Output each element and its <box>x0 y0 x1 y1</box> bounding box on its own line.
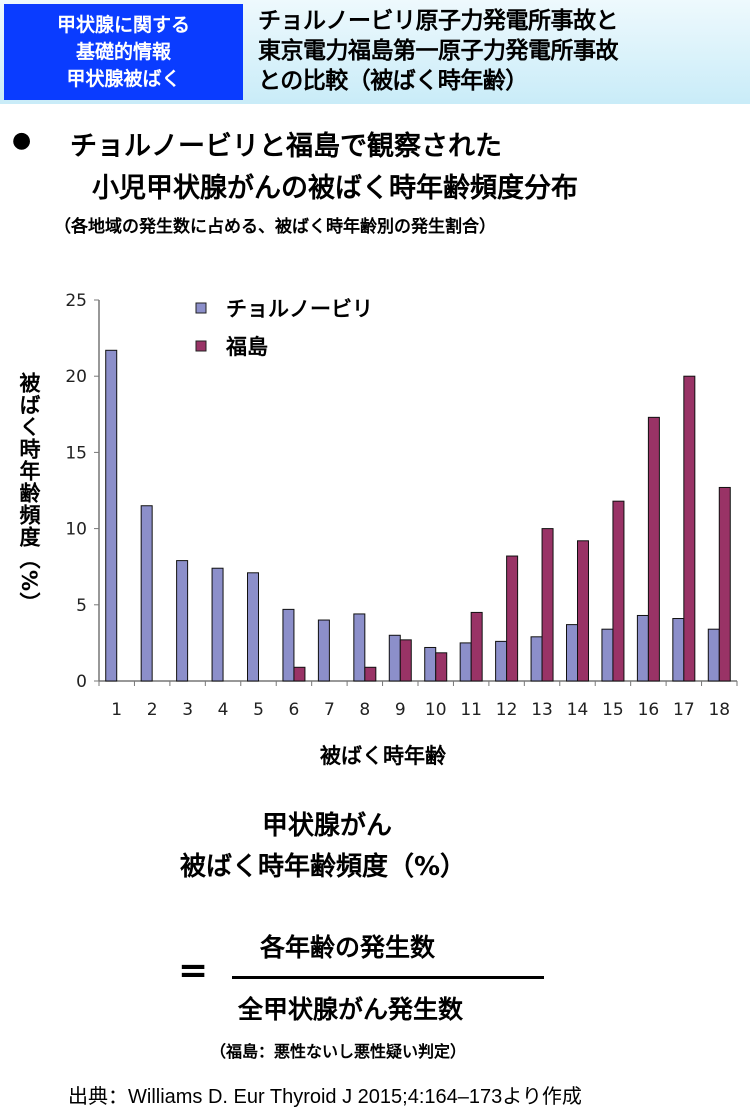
x-tick-label: 14 <box>567 700 589 720</box>
title-line: 東京電力福島第一原子力発電所事故 <box>258 38 619 64</box>
y-tick-label: 20 <box>65 367 87 387</box>
legend-swatch <box>195 340 207 352</box>
bar-chernobyl <box>388 634 401 682</box>
legend-label: 福島 <box>225 335 268 359</box>
x-tick-label: 4 <box>218 700 229 720</box>
x-tick-label: 3 <box>182 700 193 720</box>
legend-swatch <box>195 302 207 314</box>
header-banner: 甲状腺に関する 基礎的情報 甲状腺被ばく チョルノービリ原子力発電所事故と 東京… <box>0 0 750 104</box>
section-title-2: 小児甲状腺がんの被ばく時年齢頻度分布 <box>92 173 578 204</box>
bar-chernobyl <box>636 614 649 682</box>
bar-chernobyl <box>353 613 366 682</box>
bullet: ● <box>12 128 32 153</box>
y-axis-label: 被ばく時年齢頻度（%） <box>17 372 41 615</box>
y-tick-label: 0 <box>76 672 87 692</box>
bar-chernobyl <box>247 572 259 682</box>
bar-chernobyl <box>176 560 189 682</box>
bar-fukushima <box>577 540 589 682</box>
x-tick-label: 7 <box>324 700 335 720</box>
bar-fukushima <box>541 528 554 682</box>
formula-line2: 被ばく時年齢頻度（%） <box>180 852 467 882</box>
bar-chernobyl <box>424 646 437 682</box>
source-citation: 出典：Williams D. Eur Thyroid J 2015;4:164–… <box>68 1086 582 1108</box>
bar-fukushima <box>364 666 377 682</box>
x-tick-label: 11 <box>460 700 482 720</box>
bar-chernobyl <box>105 349 118 682</box>
x-tick-label: 9 <box>395 700 406 720</box>
category-line: 甲状腺に関する <box>56 13 190 36</box>
page-title: チョルノービリ原子力発電所事故と 東京電力福島第一原子力発電所事故 との比較（被… <box>258 6 748 96</box>
fraction-line <box>232 976 544 979</box>
y-tick-label: 25 <box>65 291 87 311</box>
bar-fukushima <box>293 666 306 682</box>
bar-fukushima <box>470 611 483 682</box>
title-line: チョルノービリ原子力発電所事故と <box>258 8 619 34</box>
bar-chernobyl <box>317 619 330 682</box>
y-tick-label: 5 <box>76 596 87 616</box>
bar-fukushima <box>647 416 660 682</box>
x-tick-label: 13 <box>531 700 553 720</box>
x-tick-label: 2 <box>147 700 158 720</box>
y-tick-label: 10 <box>65 520 87 540</box>
x-tick-label: 15 <box>602 700 624 720</box>
x-tick-label: 5 <box>253 700 264 720</box>
equals-sign: = <box>178 950 209 991</box>
x-tick-label: 16 <box>638 700 660 720</box>
x-tick-label: 10 <box>425 700 447 720</box>
bar-fukushima <box>718 486 731 682</box>
bar-chernobyl <box>707 628 720 682</box>
bar-fukushima <box>435 652 448 682</box>
bar-fukushima <box>612 500 625 682</box>
bar-chernobyl <box>495 640 508 682</box>
legend-label: チョルノービリ <box>226 297 373 321</box>
bar-fukushima <box>506 555 519 682</box>
x-tick-label: 17 <box>673 700 695 720</box>
x-tick-label: 8 <box>359 700 370 720</box>
category-line: 甲状腺被ばく <box>66 67 181 90</box>
x-tick-label: 6 <box>289 700 300 720</box>
bar-chernobyl <box>530 636 543 682</box>
bar-chernobyl <box>211 567 224 682</box>
section-subtitle: （各地域の発生数に占める、被ばく時年齢別の発生割合） <box>54 217 496 237</box>
x-tick-label: 12 <box>496 700 518 720</box>
bar-chernobyl <box>459 642 472 682</box>
category-label: 甲状腺に関する 基礎的情報 甲状腺被ばく <box>4 4 243 100</box>
formula-note: （福島：悪性ないし悪性疑い判定） <box>210 1042 467 1061</box>
x-tick-label: 1 <box>111 700 122 720</box>
bar-chernobyl <box>672 618 685 682</box>
formula-denominator: 全甲状腺がん発生数 <box>238 995 464 1024</box>
bar-chernobyl <box>566 624 578 682</box>
category-line: 基礎的情報 <box>75 40 171 63</box>
bar-chernobyl <box>140 505 153 682</box>
x-tick-label: 18 <box>708 700 730 720</box>
title-line: との比較（被ばく時年齢） <box>258 68 528 94</box>
y-tick-label: 15 <box>65 443 87 463</box>
bar-chernobyl <box>601 628 614 682</box>
formula-line1: 甲状腺がん <box>262 811 393 841</box>
bar-chernobyl <box>282 608 295 682</box>
formula-numerator: 各年齢の発生数 <box>260 933 436 962</box>
bar-fukushima <box>683 375 696 682</box>
x-axis-label: 被ばく時年齢 <box>320 744 446 768</box>
bar-fukushima <box>399 639 412 682</box>
section-title-1: チョルノービリと福島で観察された <box>70 131 502 162</box>
